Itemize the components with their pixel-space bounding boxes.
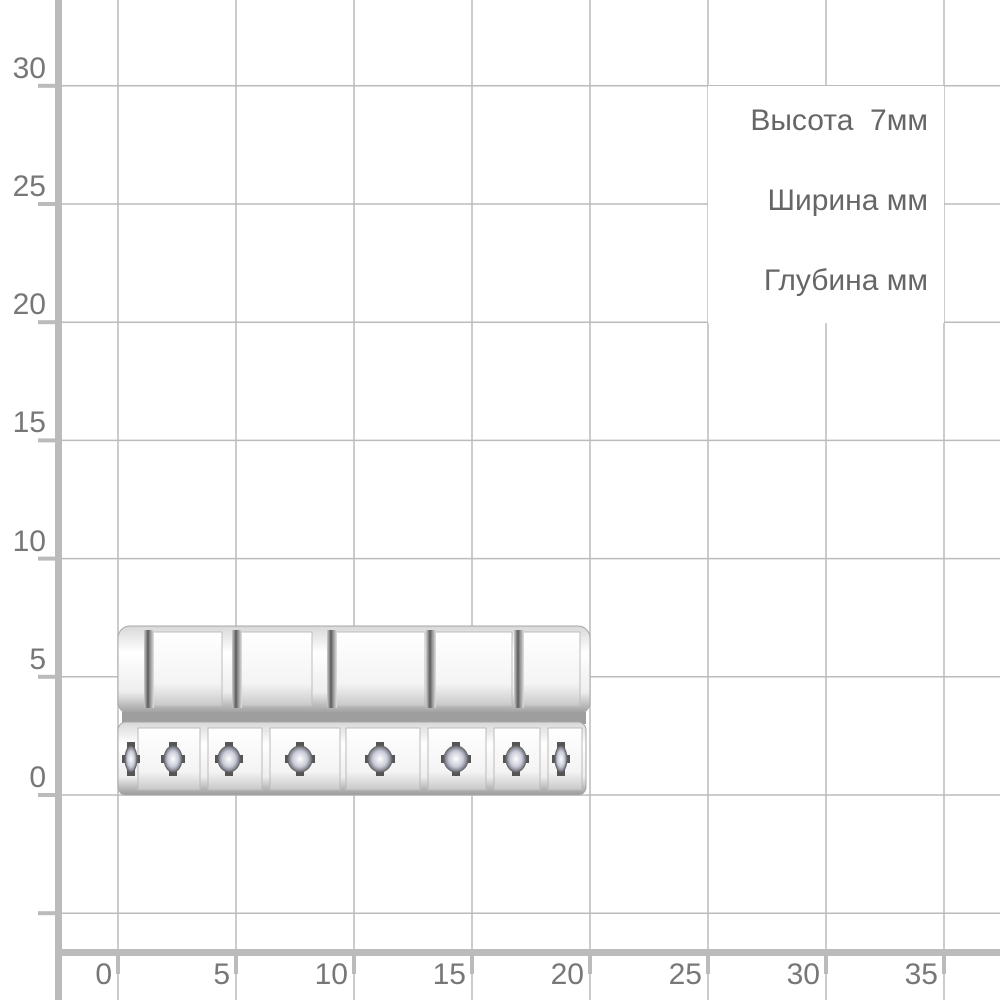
y-tick — [38, 674, 58, 679]
gemstone — [124, 745, 138, 773]
x-tick — [824, 952, 828, 974]
y-tick — [38, 911, 58, 916]
x-tick-label: 15 — [432, 958, 466, 991]
ring-facet — [149, 631, 223, 707]
y-tick — [38, 438, 58, 443]
y-tick — [38, 202, 58, 206]
gemstone — [163, 745, 183, 773]
y-tick-label: 25 — [12, 170, 46, 203]
x-tick — [234, 952, 238, 974]
x-tick — [352, 952, 356, 974]
x-axis — [58, 949, 1000, 956]
x-tick-label: 30 — [786, 958, 820, 991]
ring-divider — [122, 712, 586, 724]
x-tick — [588, 952, 592, 974]
x-tick — [942, 952, 946, 974]
ring-groove — [514, 630, 524, 708]
gemstone — [287, 745, 313, 773]
ring-facet — [332, 631, 426, 707]
depth-dimension: Глубина мм — [763, 264, 928, 297]
y-tick — [38, 556, 58, 561]
y-tick-label: 30 — [12, 51, 46, 85]
y-tick — [38, 320, 58, 325]
y-tick-label: 20 — [12, 288, 46, 322]
ring-groove — [144, 630, 154, 708]
x-tick-label: 20 — [550, 958, 584, 991]
width-dimension: Ширина мм — [767, 184, 928, 217]
x-tick-label: 35 — [904, 958, 938, 991]
x-tick-label: 10 — [314, 958, 348, 991]
dimensions-panel: Высота 7мм Ширина мм Глубина мм — [708, 86, 944, 323]
ring-facet — [519, 631, 581, 707]
height-dimension: Высота 7мм — [750, 104, 928, 137]
gemstone — [217, 745, 241, 773]
ring-groove — [426, 630, 436, 708]
x-tick-label: 25 — [668, 958, 702, 991]
ring-facet — [237, 631, 313, 707]
y-tick-label: 10 — [12, 524, 46, 558]
gemstone — [443, 745, 469, 773]
gemstone — [505, 745, 527, 773]
x-tick — [706, 952, 710, 974]
ring-groove — [232, 630, 242, 708]
y-tick-label: 15 — [12, 406, 46, 440]
y-tick — [38, 83, 58, 88]
x-tick — [470, 952, 474, 974]
y-tick — [38, 793, 58, 797]
ring-facet — [431, 631, 513, 707]
y-tick-label: 5 — [29, 642, 46, 676]
y-tick-label: 0 — [29, 761, 46, 794]
x-tick — [116, 952, 120, 974]
x-tick-label: 0 — [95, 958, 112, 991]
ring-groove — [327, 630, 337, 708]
y-axis — [55, 0, 62, 1000]
x-tick-label: 5 — [213, 958, 230, 991]
gemstone — [367, 745, 393, 773]
gemstone — [554, 745, 568, 773]
ring-stone-seat — [345, 727, 421, 791]
